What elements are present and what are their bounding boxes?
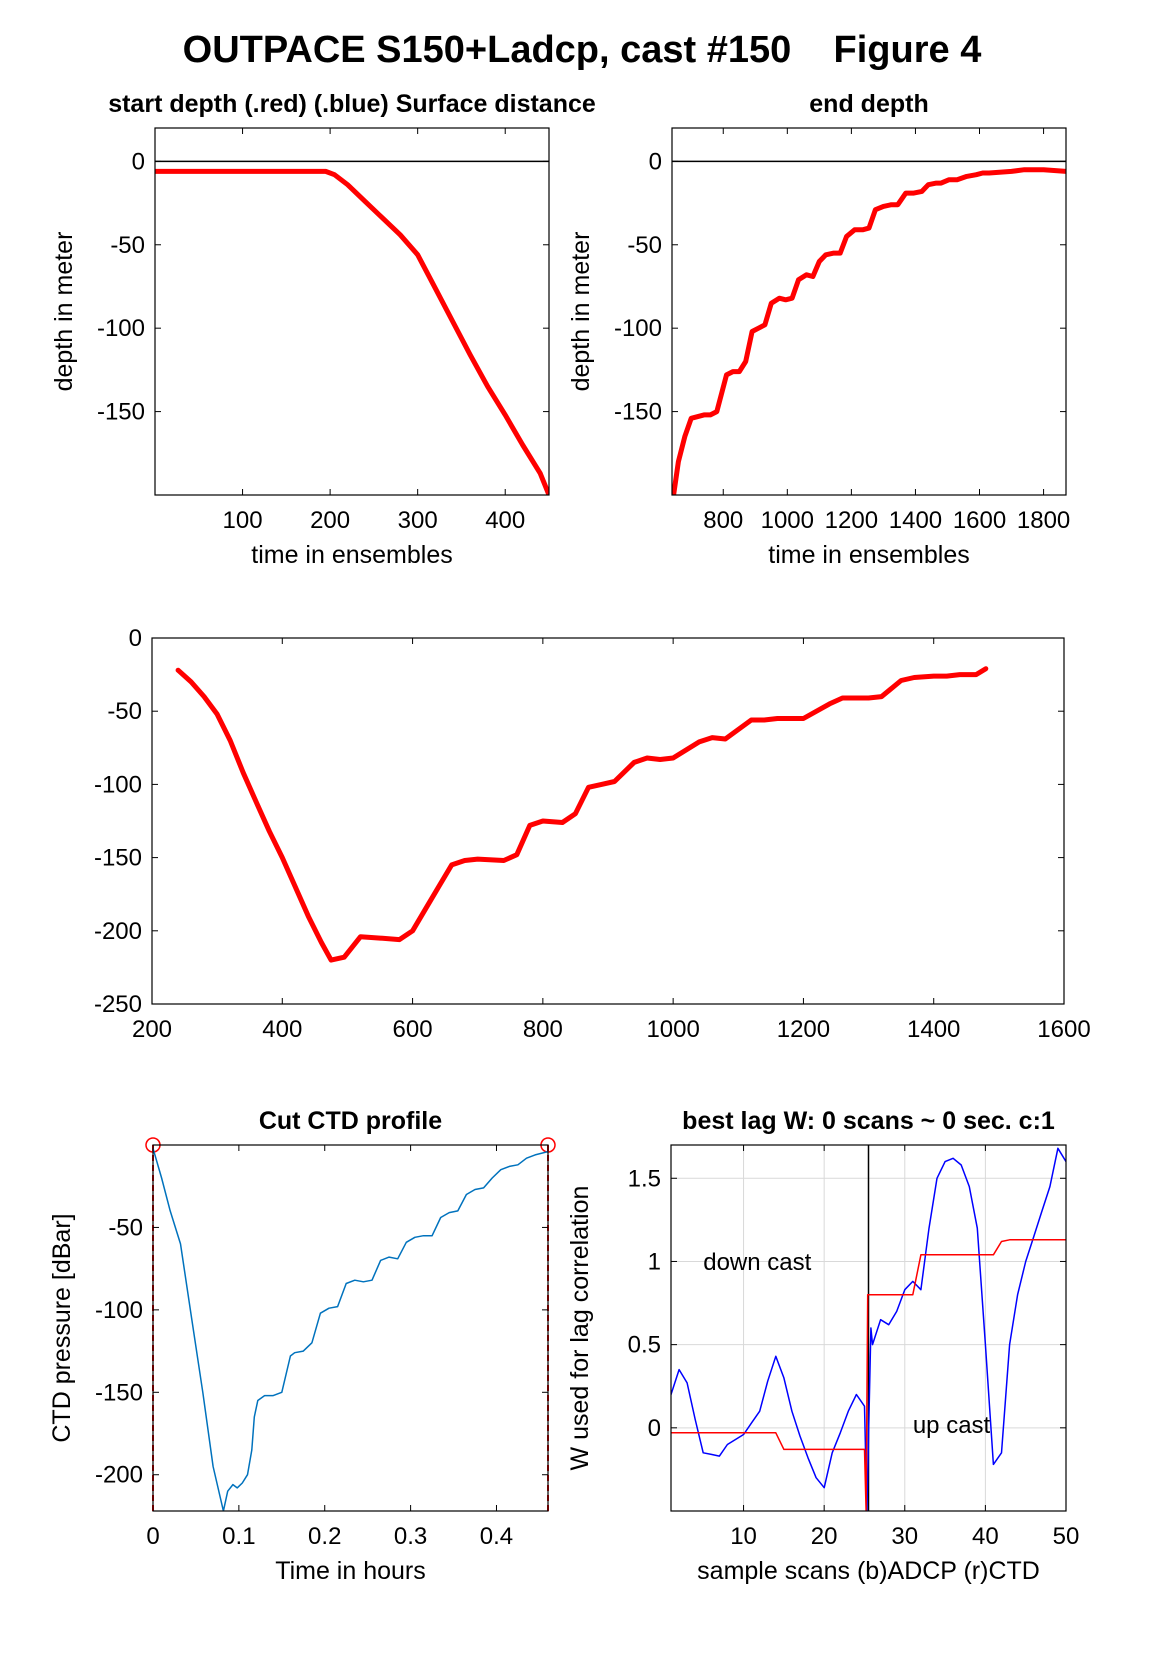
y-tick-label: -100	[95, 1297, 143, 1324]
x-tick-label: 10	[730, 1523, 757, 1550]
chart-p3: 200 400 600 800 1000 1200 1400 1600 0 -50 -100 -150…	[94, 625, 1091, 1043]
axes-box	[671, 127, 1067, 496]
series-line-ctd	[671, 1239, 1066, 1511]
x-tick-label: 400	[262, 1016, 302, 1043]
x-tick-label: 0.2	[308, 1523, 341, 1550]
x-tick-label: 600	[393, 1016, 433, 1043]
x-tick-label: 400	[485, 507, 525, 534]
plot-area	[155, 128, 549, 495]
y-tick-label: -200	[95, 1462, 143, 1489]
y-tick-label: -100	[94, 771, 142, 798]
x-tick-label: 0.3	[394, 1523, 427, 1550]
x-tick-label: 1000	[646, 1016, 699, 1043]
y-axis-label: CTD pressure [dBar]	[48, 1213, 76, 1442]
x-tick-label: 50	[1053, 1523, 1080, 1550]
chart-title: best lag W: 0 scans ~ 0 sec. c:1	[682, 1107, 1055, 1135]
annotation: up cast	[913, 1412, 991, 1439]
y-tick-label: -150	[94, 845, 142, 872]
chart-p4: 0 0.1 0.2 0.3 0.4 -50 -100 -150 -200 Cut CTD prof…	[48, 1107, 556, 1585]
x-tick-label: 800	[523, 1016, 563, 1043]
y-axis-label: depth in meter	[50, 232, 78, 392]
y-tick-label: -50	[627, 232, 662, 259]
x-tick-label: 1600	[953, 507, 1006, 534]
x-tick-label: 200	[310, 507, 350, 534]
y-tick-label: 0.5	[628, 1332, 661, 1359]
y-tick-label: -250	[94, 991, 142, 1018]
x-tick-label: 20	[811, 1523, 838, 1550]
chart-p2: 800 1000 1200 1400 1600 1800 0 -50 -100 -150 end d…	[567, 90, 1070, 569]
axes-box	[670, 1144, 1067, 1512]
x-axis-label: Time in hours	[275, 1557, 426, 1585]
y-tick-label: -100	[614, 315, 662, 342]
y-tick-label: -200	[94, 918, 142, 945]
x-tick-label: 1400	[889, 507, 942, 534]
series-line-0	[175, 666, 989, 963]
y-tick-label: -150	[97, 399, 145, 426]
x-tick-label: 40	[972, 1523, 999, 1550]
y-tick-label: -50	[108, 1214, 143, 1241]
plot-area	[672, 128, 1066, 495]
plot-area	[153, 1145, 548, 1511]
x-tick-label: 1000	[761, 507, 814, 534]
chart-title: start depth (.red) (.blue) Surface dista…	[108, 90, 596, 118]
y-tick-label: -150	[95, 1379, 143, 1406]
x-tick-label: 100	[223, 507, 263, 534]
x-tick-label: 0.1	[222, 1523, 255, 1550]
x-tick-label: 1600	[1037, 1016, 1090, 1043]
series-line-adcp	[671, 1147, 1066, 1511]
y-axis-label: depth in meter	[567, 232, 595, 392]
axes-box	[154, 127, 550, 496]
x-tick-label: 0	[146, 1523, 159, 1550]
chart-title: Cut CTD profile	[259, 1107, 442, 1135]
x-tick-label: 1800	[1017, 507, 1070, 534]
chart-title: end depth	[809, 90, 928, 118]
chart-p1: 100 200 300 400 0 -50 -100 -150 start depth (.re…	[50, 90, 596, 569]
y-tick-label: -100	[97, 315, 145, 342]
x-axis-label: time in ensembles	[251, 541, 452, 569]
x-tick-label: 1400	[907, 1016, 960, 1043]
y-tick-label: 0	[132, 148, 145, 175]
y-tick-label: -150	[614, 399, 662, 426]
y-tick-label: 1	[648, 1248, 661, 1275]
axes-box	[152, 1144, 549, 1512]
series-line-0	[153, 1147, 548, 1511]
y-axis-label: W used for lag correlation	[566, 1186, 594, 1471]
figure-title: OUTPACE S150+Ladcp, cast #150 Figure 4	[183, 29, 982, 71]
y-tick-label: 1.5	[628, 1165, 661, 1192]
x-axis-label: time in ensembles	[768, 541, 969, 569]
series-line-0	[672, 167, 1066, 495]
series-line-0	[155, 168, 549, 495]
x-axis-label: sample scans (b)ADCP (r)CTD	[697, 1557, 1040, 1585]
y-tick-label: 0	[649, 148, 662, 175]
axes-box	[151, 637, 1065, 1005]
x-tick-label: 0.4	[480, 1523, 513, 1550]
x-tick-label: 200	[132, 1016, 172, 1043]
y-tick-label: -50	[107, 698, 142, 725]
y-tick-label: 0	[648, 1415, 661, 1442]
y-tick-label: 0	[129, 625, 142, 652]
x-tick-label: 1200	[825, 507, 878, 534]
plot-area	[152, 638, 1064, 1004]
x-tick-label: 300	[398, 507, 438, 534]
x-tick-label: 800	[703, 507, 743, 534]
y-tick-label: -50	[110, 232, 145, 259]
annotation: down cast	[703, 1249, 811, 1276]
x-tick-label: 30	[891, 1523, 918, 1550]
chart-p5: 10 20 30 40 50 0 0.5 1 1.5 best lag W: 0 scans ~ …	[566, 1107, 1079, 1585]
x-tick-label: 1200	[777, 1016, 830, 1043]
